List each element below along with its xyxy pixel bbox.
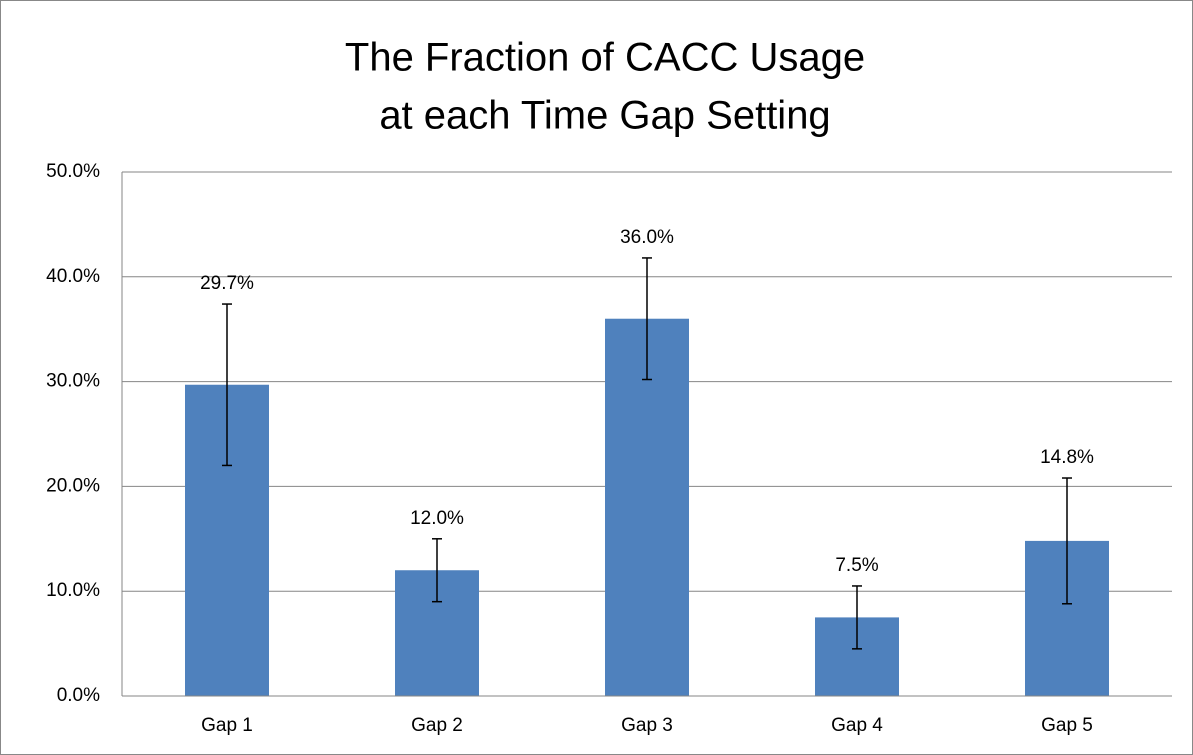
error-bar xyxy=(432,538,442,603)
data-label: 7.5% xyxy=(835,555,878,576)
y-tick-label: 30.0% xyxy=(46,371,100,392)
error-bar xyxy=(1062,477,1072,605)
y-tick-label: 10.0% xyxy=(46,580,100,601)
x-tick-label: Gap 3 xyxy=(621,715,673,736)
y-tick-label: 50.0% xyxy=(46,161,100,182)
chart-title: The Fraction of CACC Usage xyxy=(345,36,865,80)
y-tick-label: 20.0% xyxy=(46,475,100,496)
y-tick-label: 40.0% xyxy=(46,266,100,287)
data-label: 36.0% xyxy=(620,227,674,248)
x-tick-label: Gap 1 xyxy=(201,715,253,736)
x-tick-label: Gap 5 xyxy=(1041,715,1093,736)
data-label: 14.8% xyxy=(1040,447,1094,468)
chart-title: at each Time Gap Setting xyxy=(379,94,830,138)
error-bar xyxy=(222,303,232,467)
data-label: 29.7% xyxy=(200,273,254,294)
error-bar xyxy=(642,257,652,381)
y-tick-label: 0.0% xyxy=(57,685,100,706)
error-bar xyxy=(852,585,862,650)
bar xyxy=(605,318,689,696)
x-tick-label: Gap 2 xyxy=(411,715,463,736)
data-label: 12.0% xyxy=(410,508,464,529)
x-tick-label: Gap 4 xyxy=(831,715,883,736)
